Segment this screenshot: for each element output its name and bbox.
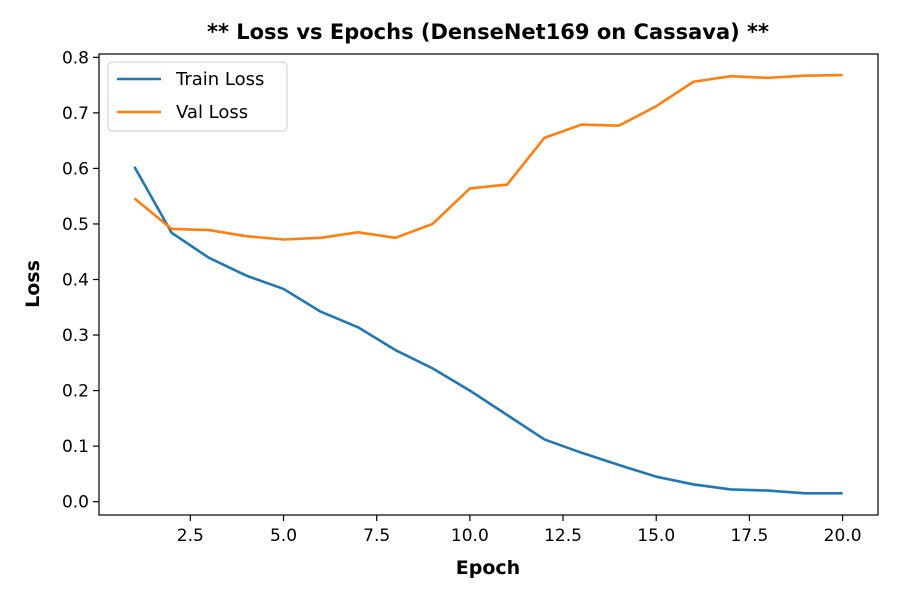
y-tick-label: 0.8 — [62, 48, 89, 68]
x-tick-label: 20.0 — [824, 526, 862, 546]
series-line-2 — [133, 73, 843, 241]
y-tick-label: 0.2 — [62, 382, 89, 402]
x-tick-label: 17.5 — [730, 526, 768, 546]
y-tick-label: 0.6 — [62, 159, 89, 179]
plot-frame — [98, 53, 879, 516]
y-tick-label: 0.7 — [62, 104, 89, 124]
y-tick-label: 0.4 — [62, 271, 89, 291]
y-tick-label: 0.3 — [62, 326, 89, 346]
y-axis-title: Loss — [22, 260, 44, 308]
series-line-1 — [133, 166, 843, 495]
plot-lines — [133, 73, 843, 495]
x-tick-label: 12.5 — [544, 526, 582, 546]
legend-label-1: Train Loss — [175, 69, 264, 90]
x-tick-label: 2.5 — [177, 526, 204, 546]
x-axis-ticks: 2.5 5.0 7.5 10.0 12.5 15.0 17.5 20.0 — [177, 515, 862, 546]
x-tick-label: 5.0 — [270, 526, 297, 546]
x-axis-title: Epoch — [456, 557, 520, 579]
legend-label-2: Val Loss — [176, 102, 248, 123]
y-axis-ticks: 0.0 0.1 0.2 0.3 0.4 0.5 0.6 0.7 0.8 — [62, 48, 99, 513]
y-tick-label: 0.0 — [62, 493, 89, 513]
y-tick-label: 0.1 — [62, 437, 89, 457]
x-tick-label: 10.0 — [451, 526, 489, 546]
chart-title: ** Loss vs Epochs (DenseNet169 on Cassav… — [207, 20, 769, 44]
x-tick-label: 7.5 — [363, 526, 390, 546]
legend: Train Loss Val Loss — [107, 61, 288, 132]
y-tick-label: 0.5 — [62, 215, 89, 235]
x-tick-label: 15.0 — [637, 526, 675, 546]
